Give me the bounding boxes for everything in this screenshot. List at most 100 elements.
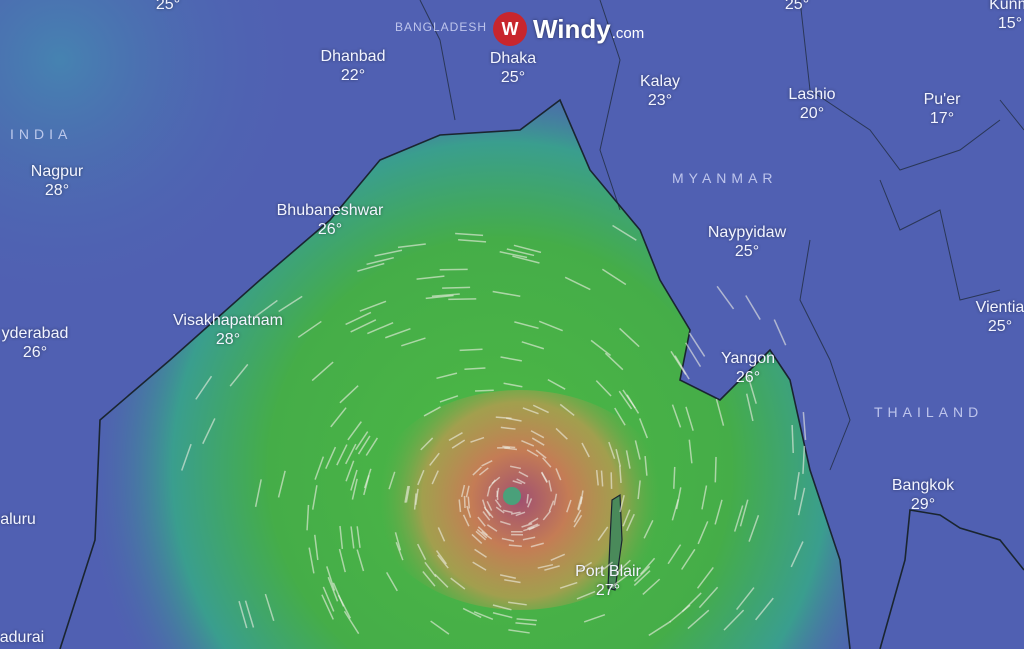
wind-particle <box>311 485 318 510</box>
wind-particle <box>618 390 633 410</box>
wind-particle <box>435 550 447 565</box>
wind-particle <box>601 268 627 286</box>
city-name: adurai <box>0 629 45 646</box>
wind-particle <box>486 486 491 497</box>
city-label: Lashio 20° <box>788 85 835 123</box>
wind-particle <box>608 441 616 460</box>
wind-particle <box>576 561 593 573</box>
city-name: Lashio <box>788 86 836 103</box>
wind-particle <box>430 620 450 635</box>
city-name: Dhanbad <box>320 48 386 65</box>
wind-particle <box>477 516 486 527</box>
wind-particle <box>350 319 377 333</box>
wind-particle <box>516 478 526 485</box>
wind-particle <box>697 521 709 545</box>
wind-particle <box>538 320 563 332</box>
wind-particle <box>450 577 466 590</box>
wind-particle <box>350 469 358 491</box>
wind-particle <box>343 610 360 635</box>
wind-particle <box>339 385 359 404</box>
wind-particle <box>437 527 446 542</box>
wind-particle <box>597 561 614 575</box>
wind-particle <box>748 515 760 542</box>
wind-particle <box>528 524 540 531</box>
wind-particle <box>326 566 336 591</box>
windy-logo[interactable]: W Windy .com <box>493 12 644 46</box>
wind-particle <box>431 293 460 297</box>
wind-particle <box>314 534 319 561</box>
wind-particle <box>639 557 656 575</box>
city-label: 25° <box>785 0 809 14</box>
wind-particle <box>530 430 545 439</box>
city-label: Visakhapatnam 28° <box>173 311 283 349</box>
city-temperature: 25° <box>155 0 181 13</box>
wind-particle <box>448 432 463 442</box>
wind-particle <box>431 470 439 485</box>
wind-particle <box>439 395 459 403</box>
wind-particle <box>471 533 483 545</box>
wind-particle <box>791 425 794 454</box>
wind-particle <box>555 427 568 440</box>
wind-particle <box>532 404 549 414</box>
wind-particle <box>478 467 489 476</box>
city-label: aluru <box>0 510 36 529</box>
country-label: BANGLADESH <box>395 20 488 34</box>
wind-particle <box>573 509 582 523</box>
wind-particle <box>755 597 774 621</box>
wind-particle <box>486 500 493 511</box>
city-name: Pu'er <box>923 91 961 108</box>
wind-particle <box>590 339 612 357</box>
windy-logo-icon: W <box>493 12 527 46</box>
wind-particle <box>542 457 552 468</box>
wind-particle <box>542 510 552 521</box>
wind-particle <box>502 445 516 449</box>
wind-particle <box>308 547 315 574</box>
wind-particle <box>674 355 690 380</box>
country-borders <box>419 0 1024 471</box>
wind-particle <box>714 499 723 525</box>
wind-particle <box>500 356 522 362</box>
city-label: yderabad 26° <box>2 324 69 362</box>
wind-particle <box>327 576 339 602</box>
wind-particle <box>467 496 470 509</box>
wind-particle <box>347 421 362 441</box>
city-label: adurai <box>0 628 44 647</box>
wind-particle <box>436 372 458 380</box>
wind-particle <box>425 294 454 300</box>
wind-particle <box>559 403 575 417</box>
wind-particle <box>508 601 527 606</box>
wind-particle <box>264 593 275 622</box>
wind-particle <box>739 499 749 527</box>
wind-particle <box>576 590 596 600</box>
wind-particle <box>481 531 493 540</box>
wind-particle <box>321 594 334 620</box>
wind-particle <box>458 499 462 513</box>
wind-particle <box>351 478 358 500</box>
wind-particle <box>537 563 554 569</box>
wind-particle <box>564 276 591 291</box>
wind-particle <box>356 526 361 548</box>
coastline <box>59 98 851 649</box>
city-label: Dhanbad 22° <box>321 47 386 85</box>
wind-particle <box>311 361 334 382</box>
city-name: Nagpur <box>30 163 84 180</box>
wind-particle <box>385 327 411 339</box>
wind-particle <box>492 604 512 611</box>
wind-particle <box>462 607 482 619</box>
wind-particle <box>577 496 583 510</box>
wind-particle <box>473 611 494 621</box>
wind-particle <box>481 460 493 467</box>
wind-particle <box>612 224 637 241</box>
wind-particle <box>508 629 530 634</box>
wind-particle <box>374 249 403 257</box>
wind-particle <box>437 554 449 569</box>
city-label: Nagpur 28° <box>31 162 83 200</box>
wind-particle <box>336 444 348 466</box>
wind-particle <box>669 604 691 623</box>
city-name: Kunm <box>989 0 1024 13</box>
wind-particle <box>667 544 682 565</box>
brand-name: Windy <box>533 13 611 44</box>
wind-particle <box>486 524 498 532</box>
wind-particle <box>802 411 807 441</box>
